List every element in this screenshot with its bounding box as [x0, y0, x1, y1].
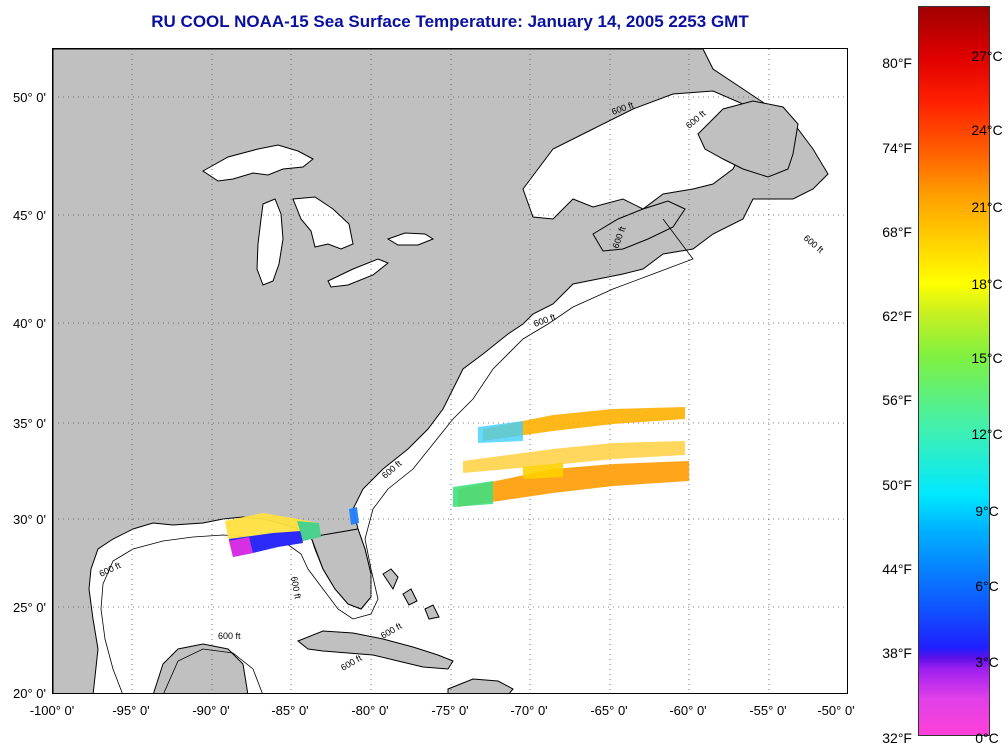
florida-land [310, 528, 372, 610]
colorbar-c-label: 12°C [971, 426, 1003, 442]
colorbar-c-label: 15°C [971, 350, 1003, 366]
lon-label-65: -65° 0' [590, 703, 628, 718]
colorbar-c-label: 9°C [975, 503, 999, 519]
colorbar-c-label: 3°C [975, 654, 999, 670]
colorbar-f-label: 62°F [882, 308, 912, 324]
hispaniola-land [447, 678, 514, 693]
isobath-label: 600 ft [379, 621, 404, 641]
lon-label-100: -100° 0' [29, 703, 75, 718]
isobath-label: 600 ft [802, 233, 826, 255]
lat-label-20: 20° 0' [13, 686, 46, 701]
colorbar-f-label: 38°F [882, 645, 912, 661]
colorbar-c-label: 18°C [971, 276, 1003, 292]
lon-label-80: -80° 0' [351, 703, 389, 718]
lat-label-35: 35° 0' [13, 416, 46, 431]
map-title: RU COOL NOAA-15 Sea Surface Temperature:… [151, 12, 749, 31]
colorbar-f-label: 44°F [882, 561, 912, 577]
lat-label-30: 30° 0' [13, 512, 46, 527]
lake-erie [327, 258, 389, 288]
yucatan-land [153, 643, 249, 693]
colorbar-c-label: 21°C [971, 199, 1003, 215]
colorbar-f-label: 80°F [882, 55, 912, 71]
bahamas-land [382, 568, 440, 620]
lake-michigan [256, 198, 284, 286]
lon-label-70: -70° 0' [510, 703, 548, 718]
newfoundland-land [697, 100, 799, 178]
gulf-of-st-lawrence [522, 90, 759, 220]
sst-swath-gulf [225, 507, 359, 557]
lat-label-50: 50° 0' [13, 90, 46, 105]
isobath-line-gulf [163, 648, 263, 693]
isobath-label: 600 ft [289, 576, 303, 600]
lat-label-45: 45° 0' [13, 208, 46, 223]
lat-label-40: 40° 0' [13, 316, 46, 331]
lon-label-60: -60° 0' [669, 703, 707, 718]
map-canvas: 600 ft 600 ft 600 ft 600 ft 600 ft 600 f… [53, 49, 847, 693]
lat-label-25: 25° 0' [13, 600, 46, 615]
colorbar-f-label: 68°F [882, 224, 912, 240]
nova-scotia-land [592, 200, 686, 252]
isobath-label: 600 ft [98, 560, 123, 579]
lon-label-90: -90° 0' [192, 703, 230, 718]
lon-label-95: -95° 0' [112, 703, 150, 718]
colorbar-c-label: 0°C [975, 730, 999, 746]
lake-superior [202, 144, 314, 182]
isobath-label: 600 ft [339, 653, 364, 673]
lon-label-55: -55° 0' [749, 703, 787, 718]
temperature-colorbar [918, 6, 990, 736]
north-america-land [53, 49, 829, 693]
colorbar-f-label: 32°F [882, 730, 912, 746]
cuba-land [297, 630, 454, 670]
lon-label-75: -75° 0' [431, 703, 469, 718]
lake-ontario [386, 232, 435, 246]
colorbar-f-label: 56°F [882, 392, 912, 408]
lake-huron [292, 196, 354, 250]
colorbar-f-label: 74°F [882, 140, 912, 156]
sst-map: 600 ft 600 ft 600 ft 600 ft 600 ft 600 f… [52, 48, 848, 694]
isobath-label: 600 ft [218, 631, 241, 641]
colorbar-c-label: 6°C [975, 578, 999, 594]
colorbar-c-label: 24°C [971, 122, 1003, 138]
colorbar-c-label: 27°C [971, 48, 1003, 64]
colorbar-f-label: 50°F [882, 477, 912, 493]
lon-label-85: -85° 0' [271, 703, 309, 718]
sst-swath-atlantic [453, 407, 689, 507]
lon-label-50: -50° 0' [817, 703, 855, 718]
